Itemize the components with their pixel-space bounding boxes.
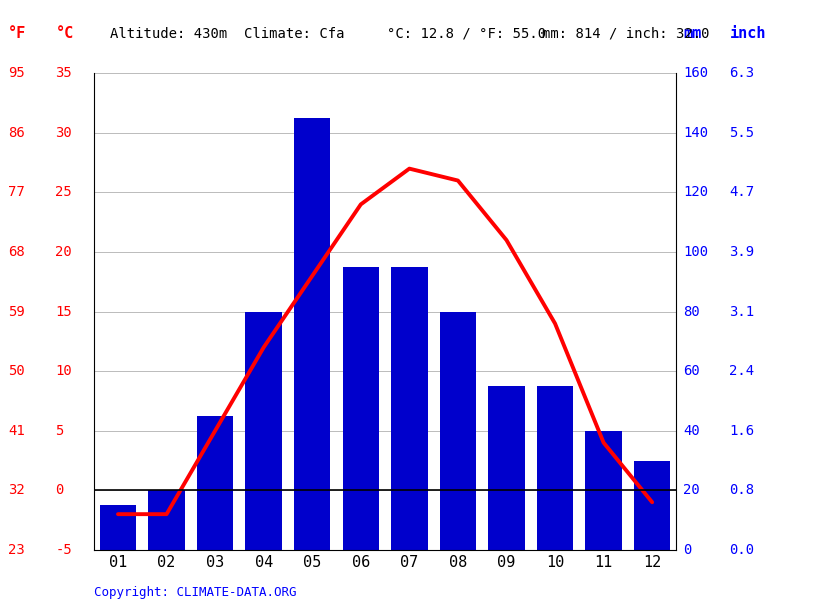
Text: 160: 160 — [683, 67, 708, 80]
Text: 60: 60 — [683, 364, 700, 378]
Text: mm: mm — [683, 26, 701, 41]
Text: 10: 10 — [55, 364, 73, 378]
Text: 4.7: 4.7 — [729, 186, 755, 199]
Text: °F: °F — [8, 26, 26, 41]
Text: 1.6: 1.6 — [729, 424, 755, 437]
Text: 30: 30 — [55, 126, 73, 140]
Text: inch: inch — [729, 26, 766, 41]
Text: 15: 15 — [55, 305, 73, 318]
Text: 120: 120 — [683, 186, 708, 199]
Text: 0: 0 — [55, 483, 64, 497]
Bar — [148, 490, 185, 550]
Text: 95: 95 — [8, 67, 25, 80]
Text: Climate: Cfa: Climate: Cfa — [244, 27, 345, 40]
Text: 5.5: 5.5 — [729, 126, 755, 140]
Text: 40: 40 — [683, 424, 700, 437]
Text: 35: 35 — [55, 67, 73, 80]
Bar — [537, 386, 573, 550]
Text: 0.0: 0.0 — [729, 543, 755, 557]
Text: °C: °C — [55, 26, 73, 41]
Text: 3.9: 3.9 — [729, 245, 755, 259]
Text: 77: 77 — [8, 186, 25, 199]
Bar — [294, 118, 330, 550]
Text: 23: 23 — [8, 543, 25, 557]
Text: 41: 41 — [8, 424, 25, 437]
Bar — [585, 431, 622, 550]
Text: 80: 80 — [683, 305, 700, 318]
Bar — [99, 505, 136, 550]
Text: 140: 140 — [683, 126, 708, 140]
Text: 5: 5 — [55, 424, 64, 437]
Text: mm: 814 / inch: 32.0: mm: 814 / inch: 32.0 — [542, 27, 710, 40]
Text: Altitude: 430m: Altitude: 430m — [110, 27, 227, 40]
Text: 6.3: 6.3 — [729, 67, 755, 80]
Text: 32: 32 — [8, 483, 25, 497]
Bar — [342, 267, 379, 550]
Text: 59: 59 — [8, 305, 25, 318]
Bar — [197, 416, 233, 550]
Bar — [488, 386, 525, 550]
Text: 50: 50 — [8, 364, 25, 378]
Text: 68: 68 — [8, 245, 25, 259]
Text: 20: 20 — [683, 483, 700, 497]
Text: Copyright: CLIMATE-DATA.ORG: Copyright: CLIMATE-DATA.ORG — [94, 586, 296, 599]
Bar — [440, 312, 476, 550]
Text: 2.4: 2.4 — [729, 364, 755, 378]
Text: °C: 12.8 / °F: 55.0: °C: 12.8 / °F: 55.0 — [387, 27, 546, 40]
Text: 0.8: 0.8 — [729, 483, 755, 497]
Text: 0: 0 — [683, 543, 691, 557]
Text: 86: 86 — [8, 126, 25, 140]
Text: 20: 20 — [55, 245, 73, 259]
Text: 100: 100 — [683, 245, 708, 259]
Text: 25: 25 — [55, 186, 73, 199]
Bar — [634, 461, 671, 550]
Text: 3.1: 3.1 — [729, 305, 755, 318]
Bar — [391, 267, 428, 550]
Text: -5: -5 — [55, 543, 73, 557]
Bar — [245, 312, 282, 550]
